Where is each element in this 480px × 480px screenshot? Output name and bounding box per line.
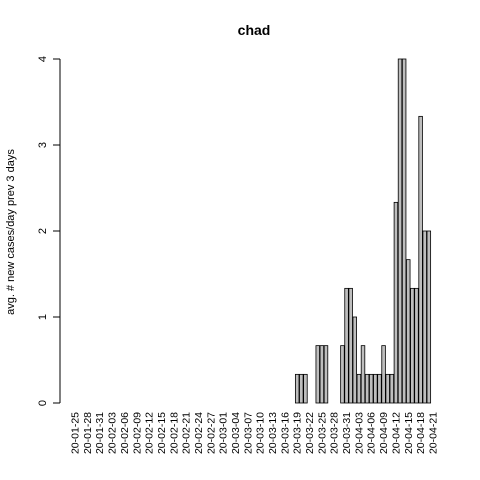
y-axis-label: avg. # new cases/day prev 3 days: [5, 149, 17, 315]
x-tick-label: 20-03-19: [292, 412, 304, 454]
x-tick-label: 20-02-24: [193, 412, 205, 454]
x-tick-label: 20-04-12: [390, 412, 402, 454]
x-tick-label: 20-01-25: [70, 412, 82, 454]
x-tick-label: 20-01-28: [82, 412, 94, 454]
x-tick-label: 20-04-03: [353, 412, 365, 454]
x-tick-label: 20-04-18: [415, 412, 427, 454]
chart-title: chad: [238, 22, 271, 38]
bar-20-04-16: [410, 287, 415, 404]
bar-20-04-07: [373, 373, 378, 404]
bar-20-03-31: [344, 287, 349, 404]
x-tick-label: 20-03-01: [218, 412, 230, 454]
x-tick-label: 20-03-10: [255, 412, 267, 454]
bar-20-04-15: [406, 259, 411, 404]
bar-20-04-11: [389, 373, 395, 404]
x-tick-label: 20-03-22: [304, 412, 316, 454]
x-tick-label: 20-02-27: [205, 412, 217, 454]
x-tick-label: 20-03-31: [341, 412, 353, 454]
bar-20-04-06: [369, 373, 374, 404]
x-tick-label: 20-04-21: [427, 412, 439, 454]
x-tick-label: 20-02-03: [107, 412, 119, 454]
bar-20-04-03: [356, 373, 362, 404]
bar-20-04-04: [360, 345, 366, 404]
bar-20-04-13: [397, 58, 403, 404]
bar-20-04-20: [426, 230, 432, 404]
x-tick-label: 20-03-25: [316, 412, 328, 454]
x-tick-label: 20-04-15: [403, 412, 415, 454]
y-tick-label: 0: [37, 400, 49, 406]
x-tick-label: 20-02-18: [168, 412, 180, 454]
x-tick-label: 20-03-07: [242, 412, 254, 454]
x-tick-label: 20-03-28: [329, 412, 341, 454]
bar-20-03-26: [323, 345, 329, 404]
x-tick-label: 20-03-16: [279, 412, 291, 454]
bar-20-04-02: [352, 316, 357, 404]
bar-20-03-19: [294, 373, 300, 404]
x-tick-label: 20-02-09: [131, 412, 143, 454]
bar-20-04-17: [414, 287, 419, 404]
x-tick-label: 20-02-21: [181, 412, 193, 454]
bar-20-04-14: [401, 58, 407, 404]
x-tick-label: 20-01-31: [94, 412, 106, 454]
y-tick-label: 1: [37, 314, 49, 320]
bar-20-03-30: [340, 345, 345, 404]
y-tick-label: 4: [37, 56, 49, 62]
x-tick-label: 20-02-12: [144, 412, 156, 454]
y-axis: 0 1 2 3 4: [37, 56, 61, 406]
x-axis-ticks: 20-01-25 20-01-28 20-01-31 20-02-03 20-02-06…: [70, 412, 440, 454]
x-tick-label: 20-02-15: [156, 412, 168, 454]
x-tick-label: 20-03-13: [267, 412, 279, 454]
bar-20-03-24: [315, 345, 320, 404]
y-tick-label: 3: [37, 142, 49, 148]
bar-20-04-19: [422, 230, 427, 404]
bar-20-04-01: [348, 287, 353, 404]
bar-20-04-08: [377, 373, 382, 404]
bar-20-03-25: [319, 345, 325, 404]
x-tick-label: 20-04-06: [366, 412, 378, 454]
bar-20-04-12: [393, 201, 399, 404]
bar-20-03-21: [303, 373, 308, 404]
bar-20-03-20: [299, 373, 304, 404]
y-tick-label: 2: [37, 228, 49, 234]
bar-20-04-18: [418, 115, 423, 404]
bar-20-04-05: [364, 373, 370, 404]
x-tick-label: 20-02-06: [119, 412, 131, 454]
bar-20-04-09: [381, 345, 386, 404]
bar-20-04-10: [385, 373, 390, 404]
x-tick-label: 20-03-04: [230, 412, 242, 454]
x-tick-label: 20-04-09: [378, 412, 390, 454]
bars-group: [294, 58, 432, 404]
